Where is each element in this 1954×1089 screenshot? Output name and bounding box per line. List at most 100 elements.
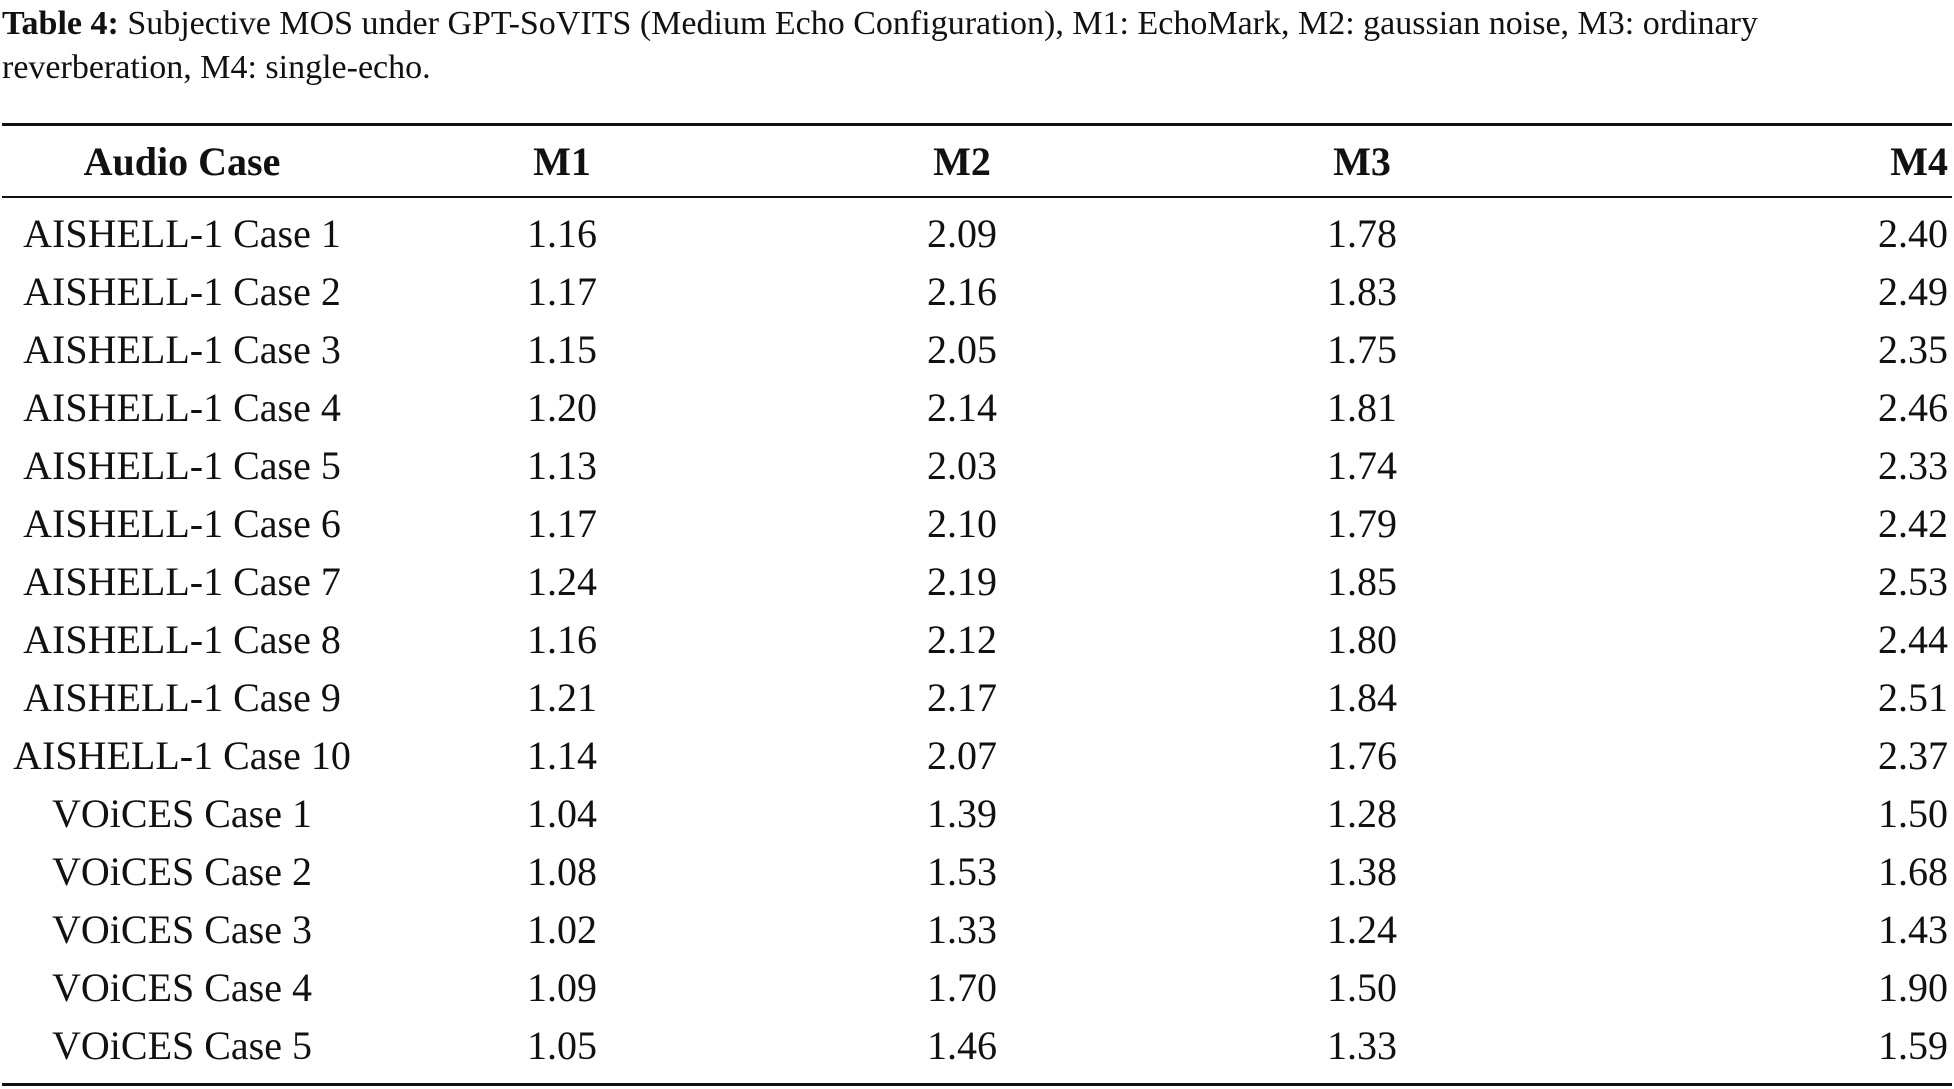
m2-cell: 1.39 <box>927 790 997 836</box>
table-caption: Table 4: Subjective MOS under GPT-SoVITS… <box>2 2 1950 90</box>
header-audio-case: Audio Case <box>83 138 281 184</box>
m2-cell: 1.46 <box>927 1022 997 1068</box>
table-row: AISHELL-1 Case 4 1.20 2.14 1.81 2.46 <box>2 378 1952 436</box>
m3-cell: 1.28 <box>1327 790 1397 836</box>
m3-cell: 1.50 <box>1327 964 1397 1010</box>
m1-cell: 1.16 <box>527 210 597 256</box>
m2-cell: 2.09 <box>927 210 997 256</box>
m3-cell: 1.76 <box>1327 732 1397 778</box>
bottom-rule <box>2 1083 1952 1086</box>
table-row: AISHELL-1 Case 10 1.14 2.07 1.76 2.37 <box>2 726 1952 784</box>
audio-case-cell: VOiCES Case 1 <box>52 790 312 836</box>
m1-cell: 1.21 <box>527 674 597 720</box>
m2-cell: 2.17 <box>927 674 997 720</box>
m1-cell: 1.14 <box>527 732 597 778</box>
m4-cell: 2.44 <box>1878 616 1948 662</box>
table-row: AISHELL-1 Case 6 1.17 2.10 1.79 2.42 <box>2 494 1952 552</box>
m4-cell: 2.49 <box>1878 268 1948 314</box>
audio-case-cell: AISHELL-1 Case 4 <box>23 384 341 430</box>
audio-case-cell: AISHELL-1 Case 9 <box>23 674 341 720</box>
m1-cell: 1.16 <box>527 616 597 662</box>
m2-cell: 1.70 <box>927 964 997 1010</box>
m4-cell: 1.50 <box>1878 790 1948 836</box>
top-rule <box>2 123 1952 126</box>
m4-cell: 2.51 <box>1878 674 1948 720</box>
m4-cell: 2.33 <box>1878 442 1948 488</box>
m2-cell: 2.10 <box>927 500 997 546</box>
m1-cell: 1.05 <box>527 1022 597 1068</box>
m4-cell: 1.59 <box>1878 1022 1948 1068</box>
audio-case-cell: VOiCES Case 5 <box>52 1022 312 1068</box>
caption-label: Table 4: <box>2 5 119 42</box>
m4-cell: 2.37 <box>1878 732 1948 778</box>
m1-cell: 1.20 <box>527 384 597 430</box>
m3-cell: 1.78 <box>1327 210 1397 256</box>
m2-cell: 2.12 <box>927 616 997 662</box>
table-row: AISHELL-1 Case 5 1.13 2.03 1.74 2.33 <box>2 436 1952 494</box>
m1-cell: 1.09 <box>527 964 597 1010</box>
m1-cell: 1.17 <box>527 268 597 314</box>
m2-cell: 2.05 <box>927 326 997 372</box>
audio-case-cell: AISHELL-1 Case 7 <box>23 558 341 604</box>
caption-text: Subjective MOS under GPT-SoVITS (Medium … <box>2 5 1758 86</box>
m4-cell: 2.46 <box>1878 384 1948 430</box>
table-row: VOiCES Case 1 1.04 1.39 1.28 1.50 <box>2 784 1952 842</box>
audio-case-cell: AISHELL-1 Case 8 <box>23 616 341 662</box>
table-row: VOiCES Case 5 1.05 1.46 1.33 1.59 <box>2 1016 1952 1074</box>
header-row: Audio Case M1 M2 M3 M4 <box>2 126 1952 196</box>
m3-cell: 1.33 <box>1327 1022 1397 1068</box>
m3-cell: 1.24 <box>1327 906 1397 952</box>
header-m4: M4 <box>1890 138 1948 184</box>
m2-cell: 2.14 <box>927 384 997 430</box>
m4-cell: 2.35 <box>1878 326 1948 372</box>
m2-cell: 2.16 <box>927 268 997 314</box>
table-row: AISHELL-1 Case 8 1.16 2.12 1.80 2.44 <box>2 610 1952 668</box>
m3-cell: 1.38 <box>1327 848 1397 894</box>
audio-case-cell: AISHELL-1 Case 10 <box>13 732 351 778</box>
header-m2: M2 <box>933 138 991 184</box>
header-m3: M3 <box>1333 138 1391 184</box>
table-row: AISHELL-1 Case 2 1.17 2.16 1.83 2.49 <box>2 262 1952 320</box>
table-body: AISHELL-1 Case 1 1.16 2.09 1.78 2.40 AISHELL-… <box>2 196 1952 1074</box>
audio-case-cell: AISHELL-1 Case 3 <box>23 326 341 372</box>
m2-cell: 1.33 <box>927 906 997 952</box>
table-row: AISHELL-1 Case 9 1.21 2.17 1.84 2.51 <box>2 668 1952 726</box>
audio-case-cell: AISHELL-1 Case 2 <box>23 268 341 314</box>
table-row: AISHELL-1 Case 1 1.16 2.09 1.78 2.40 <box>2 196 1952 262</box>
m4-cell: 1.90 <box>1878 964 1948 1010</box>
table-row: VOiCES Case 4 1.09 1.70 1.50 1.90 <box>2 958 1952 1016</box>
m3-cell: 1.75 <box>1327 326 1397 372</box>
m2-cell: 1.53 <box>927 848 997 894</box>
audio-case-cell: VOiCES Case 4 <box>52 964 312 1010</box>
header-rule <box>2 196 1952 198</box>
m2-cell: 2.03 <box>927 442 997 488</box>
m3-cell: 1.83 <box>1327 268 1397 314</box>
m2-cell: 2.19 <box>927 558 997 604</box>
results-table: Audio Case M1 M2 M3 M4 AISHELL-1 Case 1 1… <box>2 126 1952 1074</box>
m4-cell: 2.42 <box>1878 500 1948 546</box>
m3-cell: 1.74 <box>1327 442 1397 488</box>
m1-cell: 1.04 <box>527 790 597 836</box>
m3-cell: 1.79 <box>1327 500 1397 546</box>
m4-cell: 1.43 <box>1878 906 1948 952</box>
table-row: AISHELL-1 Case 3 1.15 2.05 1.75 2.35 <box>2 320 1952 378</box>
m3-cell: 1.85 <box>1327 558 1397 604</box>
m4-cell: 1.68 <box>1878 848 1948 894</box>
m1-cell: 1.15 <box>527 326 597 372</box>
m1-cell: 1.02 <box>527 906 597 952</box>
m3-cell: 1.80 <box>1327 616 1397 662</box>
audio-case-cell: AISHELL-1 Case 1 <box>23 210 341 256</box>
m4-cell: 2.40 <box>1878 210 1948 256</box>
header-m1: M1 <box>533 138 591 184</box>
m3-cell: 1.81 <box>1327 384 1397 430</box>
audio-case-cell: AISHELL-1 Case 6 <box>23 500 341 546</box>
m4-cell: 2.53 <box>1878 558 1948 604</box>
table-row: VOiCES Case 2 1.08 1.53 1.38 1.68 <box>2 842 1952 900</box>
audio-case-cell: VOiCES Case 3 <box>52 906 312 952</box>
m3-cell: 1.84 <box>1327 674 1397 720</box>
table-row: VOiCES Case 3 1.02 1.33 1.24 1.43 <box>2 900 1952 958</box>
m2-cell: 2.07 <box>927 732 997 778</box>
m1-cell: 1.08 <box>527 848 597 894</box>
audio-case-cell: AISHELL-1 Case 5 <box>23 442 341 488</box>
